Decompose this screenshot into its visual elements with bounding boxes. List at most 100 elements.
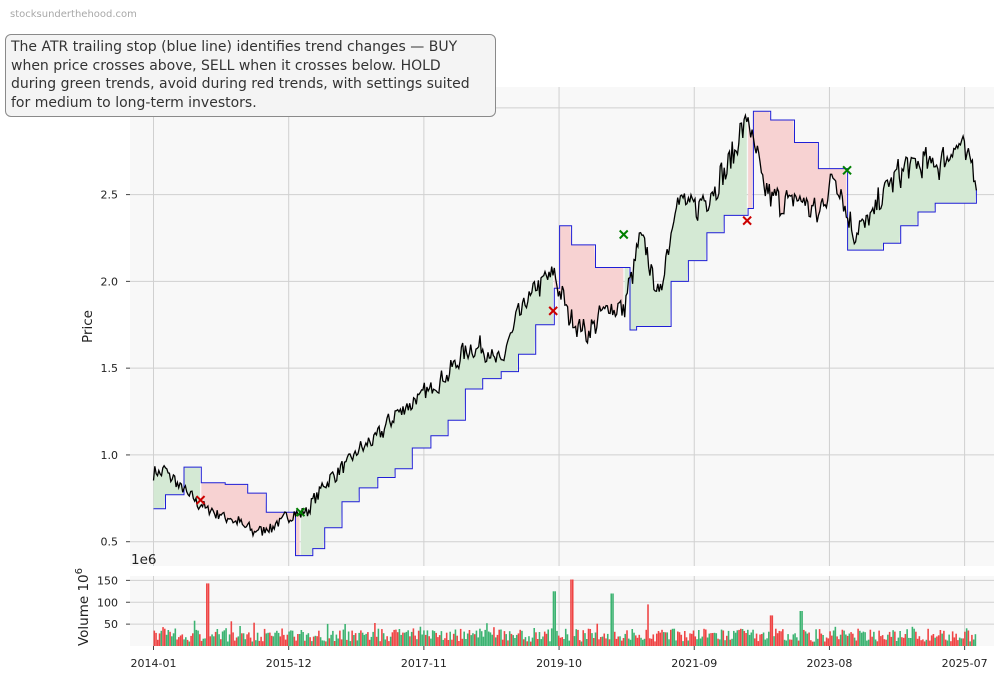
volume-bar <box>388 641 390 646</box>
volume-bar <box>736 630 739 646</box>
volume-bar <box>386 636 388 646</box>
volume-bar <box>748 634 751 646</box>
volume-bar <box>407 630 409 646</box>
volume-bar <box>272 636 275 646</box>
volume-bar <box>377 628 380 646</box>
volume-bar <box>855 640 858 646</box>
volume-bar <box>659 632 662 646</box>
volume-bar <box>409 636 411 646</box>
volume-bar <box>641 639 644 646</box>
volume-bar <box>563 639 565 646</box>
volume-y-axis-label: Volume 106 <box>74 568 92 646</box>
volume-bar <box>542 636 544 646</box>
volume-bar <box>682 641 684 646</box>
x-tick-label: 2025-07 <box>942 657 988 670</box>
volume-bar <box>571 579 574 646</box>
watermark: stocksunderthehood.com <box>10 9 137 20</box>
volume-bar <box>218 634 220 646</box>
volume-bar <box>162 627 164 646</box>
volume-bar <box>612 593 614 646</box>
bull-trend-fill <box>624 115 747 331</box>
volume-bar <box>498 629 500 646</box>
volume-bar <box>859 630 861 646</box>
volume-bar <box>790 639 793 646</box>
price-line <box>152 112 978 538</box>
volume-bar <box>880 636 882 646</box>
volume-bar <box>155 632 157 646</box>
volume-bar <box>778 630 781 646</box>
volume-bar <box>888 631 891 646</box>
volume-bar <box>214 631 217 646</box>
volume-bar <box>575 629 578 646</box>
volume-bar <box>577 629 579 646</box>
volume-bar <box>906 629 908 646</box>
volume-bar <box>389 636 392 646</box>
volume-bar <box>319 637 322 646</box>
volume-bar <box>437 637 439 646</box>
x-tick-label: 2017-11 <box>401 657 447 670</box>
volume-bar <box>927 628 929 646</box>
volume-bar <box>864 632 866 646</box>
volume-bar <box>276 630 278 646</box>
volume-bar <box>717 638 719 646</box>
volume-bar <box>241 633 243 646</box>
volume-bar <box>930 635 933 646</box>
volume-bar <box>494 637 497 646</box>
volume-bar <box>908 637 910 646</box>
volume-bar <box>754 638 756 646</box>
volume-label-exponent: 6 <box>74 568 85 574</box>
volume-bar <box>922 639 924 646</box>
volume-bar <box>580 641 583 646</box>
sell-signal-marker <box>742 215 752 226</box>
volume-bar <box>869 629 872 646</box>
buy-marker-stroke <box>619 229 629 240</box>
volume-bar <box>323 640 325 646</box>
volume-bar <box>363 634 366 646</box>
volume-bar <box>164 628 166 646</box>
volume-bar <box>862 631 865 646</box>
volume-bar <box>556 630 558 646</box>
volume-bar <box>627 638 630 646</box>
volume-y-tick-label: 150 <box>97 574 118 587</box>
price-y-tick-label: 2.5 <box>101 189 119 202</box>
volume-bar <box>873 631 875 646</box>
volume-bar <box>381 629 383 646</box>
volume-bar <box>941 633 943 646</box>
volume-bar <box>594 632 597 646</box>
volume-bar <box>375 636 378 646</box>
volume-bar <box>242 633 245 646</box>
volume-bar <box>550 628 553 646</box>
volume-bar <box>640 637 642 646</box>
volume-bar <box>946 640 949 646</box>
volume-bar <box>188 641 191 646</box>
volume-bar <box>234 640 236 646</box>
volume-bar <box>603 633 606 646</box>
volume-bar <box>232 632 234 646</box>
volume-bar <box>235 637 238 646</box>
volume-bar <box>622 638 625 646</box>
volume-bar <box>783 639 786 646</box>
volume-bar <box>337 638 339 646</box>
volume-bar <box>403 632 406 646</box>
volume-bar <box>761 634 763 646</box>
volume-bar <box>687 640 690 646</box>
volume-bar <box>291 630 294 646</box>
volume-bar <box>190 635 192 646</box>
volume-bar <box>181 634 184 646</box>
volume-bar <box>328 638 331 646</box>
volume-bar <box>335 634 338 646</box>
volume-bar <box>669 629 672 646</box>
atr-trailing-stop-line <box>153 110 977 557</box>
volume-bar <box>689 633 691 646</box>
volume-bar <box>841 629 844 646</box>
x-tick-label: 2023-08 <box>806 657 852 670</box>
volume-bar <box>493 627 495 646</box>
volume-bar <box>592 638 595 646</box>
volume-bar <box>955 633 957 646</box>
volume-bar <box>521 630 523 646</box>
volume-bar <box>333 641 336 646</box>
volume-bar <box>913 628 915 646</box>
volume-bar <box>353 635 355 646</box>
volume-bar <box>290 630 292 646</box>
volume-bar <box>519 629 521 646</box>
